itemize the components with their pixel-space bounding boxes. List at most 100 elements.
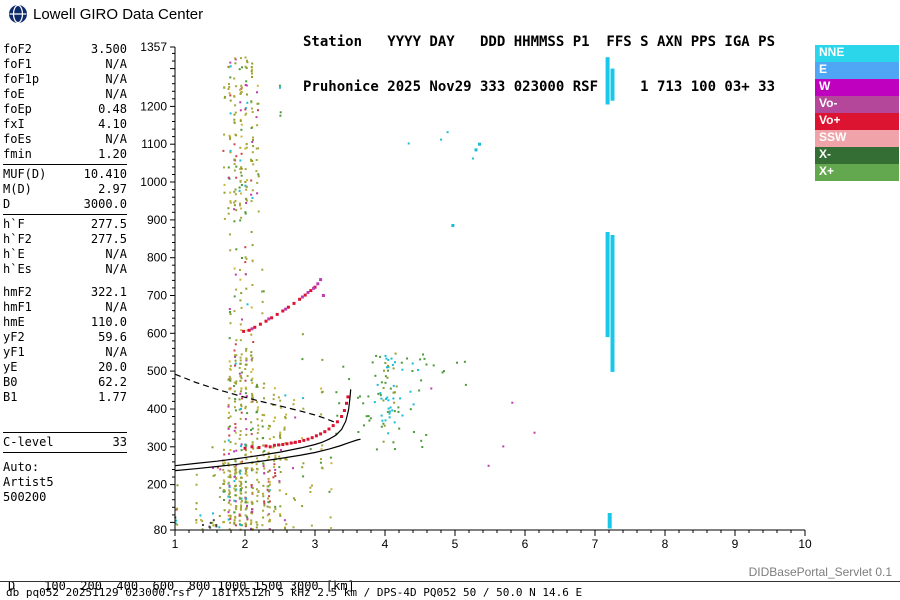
parameter-group: hmF2 322.1 hmF1 N/A hmE 110.0 yF2 59.6 yF1 N/A yE 2… xyxy=(3,285,127,405)
param-row-hme: hmE 110.0 xyxy=(3,315,127,330)
param-row-fof1: foF1 N/A xyxy=(3,57,127,72)
svg-text:1100: 1100 xyxy=(141,137,167,151)
svg-text:900: 900 xyxy=(147,213,167,227)
param-label: foF1p xyxy=(3,72,40,86)
param-label: foF2 xyxy=(3,42,32,56)
param-label: hmE xyxy=(3,315,25,329)
param-value: 62.2 xyxy=(98,375,127,389)
rfi-bars xyxy=(605,57,615,529)
legend-item-nne: NNE xyxy=(815,45,899,62)
param-value: 277.5 xyxy=(90,217,127,231)
auto-line: Artist5 xyxy=(3,475,54,489)
muf-table: D 100 200 400 600 800 1000 1500 3000 [km… xyxy=(8,551,362,600)
status-bar: db pq052 20251129 023000.rsf / 181fx512h… xyxy=(6,586,583,599)
param-value: 322.1 xyxy=(90,285,127,299)
param-value: 1.20 xyxy=(98,147,127,161)
param-value: 0.48 xyxy=(98,102,127,116)
param-label: yE xyxy=(3,360,18,374)
param-row-yf2: yF2 59.6 xyxy=(3,330,127,345)
param-value: 277.5 xyxy=(90,232,127,246)
param-value: N/A xyxy=(105,247,127,261)
param-row-clevel: C-level 33 xyxy=(3,435,127,450)
profile-lines xyxy=(174,373,361,472)
svg-text:1000: 1000 xyxy=(140,175,167,189)
param-value: 1.77 xyxy=(98,390,127,404)
param-value: 3.500 xyxy=(90,42,127,56)
param-label: h`Es xyxy=(3,262,32,276)
header-fields-row: Station YYYY DAY DDD HHMMSS P1 FFS S AXN… xyxy=(303,34,776,50)
svg-text:3: 3 xyxy=(312,537,319,550)
param-row-ye: yE 20.0 xyxy=(3,360,127,375)
legend-item-vo+: Vo+ xyxy=(815,113,899,130)
auto-scaler-block: Auto: Artist5 500200 xyxy=(3,460,127,505)
param-row-b1: B1 1.77 xyxy=(3,390,127,405)
echo-legend: NNE E W Vo- Vo+ SSW X- X+ xyxy=(815,45,899,181)
legend-item-w: W xyxy=(815,79,899,96)
param-value: N/A xyxy=(105,72,127,86)
auto-line: Auto: xyxy=(3,460,40,474)
param-row-b0: B0 62.2 xyxy=(3,375,127,390)
svg-text:1357: 1357 xyxy=(140,40,167,54)
param-label: MUF(D) xyxy=(3,167,47,181)
parameter-group: h`F 277.5 h`F2 277.5 h`E N/A h`Es N/A xyxy=(3,214,127,277)
legend-item-e: E xyxy=(815,62,899,79)
auto-line: 500200 xyxy=(3,490,47,504)
measurement-header: Station YYYY DAY DDD HHMMSS P1 FFS S AXN… xyxy=(303,5,775,125)
svg-text:500: 500 xyxy=(147,364,167,378)
param-value: 110.0 xyxy=(90,315,127,329)
param-label: h`F xyxy=(3,217,25,231)
param-value: N/A xyxy=(105,57,127,71)
param-row-mufd: MUF(D) 10.410 xyxy=(3,167,127,182)
param-row-fof1p: foF1p N/A xyxy=(3,72,127,87)
distance-row: D 100 200 400 600 800 1000 1500 3000 [km… xyxy=(8,579,355,593)
param-row-he: h`E N/A xyxy=(3,247,127,262)
legend-item-vo-: Vo- xyxy=(815,96,899,113)
param-label: foF1 xyxy=(3,57,32,71)
param-label: foEp xyxy=(3,102,32,116)
param-row-hf2: h`F2 277.5 xyxy=(3,232,127,247)
param-row-md: M(D) 2.97 xyxy=(3,182,127,197)
axes: 8020030040050060070080090010001100120013… xyxy=(140,40,812,550)
svg-text:800: 800 xyxy=(147,251,167,265)
param-value: 10.410 xyxy=(83,167,127,181)
svg-text:2: 2 xyxy=(242,537,249,550)
param-row-hes: h`Es N/A xyxy=(3,262,127,277)
svg-text:200: 200 xyxy=(147,478,167,492)
svg-text:6: 6 xyxy=(522,537,529,550)
param-value: 2.97 xyxy=(98,182,127,196)
param-value: 59.6 xyxy=(98,330,127,344)
param-row-fmin: fmin 1.20 xyxy=(3,147,127,162)
param-label: fxI xyxy=(3,117,25,131)
header-values-row: Pruhonice 2025 Nov29 333 023000 RSF 1 71… xyxy=(303,79,776,95)
svg-text:1: 1 xyxy=(172,537,179,550)
parameter-group: foF2 3.500 foF1 N/A foF1p N/A foE N/A foEp 0.48 fx… xyxy=(3,42,127,162)
legend-item-x+: X+ xyxy=(815,164,899,181)
svg-text:4: 4 xyxy=(382,537,389,550)
param-label: C-level xyxy=(3,435,54,449)
param-row-fof2: foF2 3.500 xyxy=(3,42,127,57)
param-row-hmf2: hmF2 322.1 xyxy=(3,285,127,300)
param-label: B0 xyxy=(3,375,18,389)
param-label: D xyxy=(3,197,11,211)
parameter-group: C-level 33 xyxy=(3,432,127,453)
param-label: foE xyxy=(3,87,25,101)
brand: Lowell GIRO Data Center xyxy=(8,4,203,24)
svg-text:1200: 1200 xyxy=(140,99,167,113)
echo-traces xyxy=(242,142,481,450)
svg-text:600: 600 xyxy=(147,326,167,340)
param-label: foEs xyxy=(3,132,32,146)
svg-text:700: 700 xyxy=(147,289,167,303)
param-value: N/A xyxy=(105,345,127,359)
param-label: yF2 xyxy=(3,330,25,344)
param-value: N/A xyxy=(105,132,127,146)
param-label: fmin xyxy=(3,147,32,161)
param-row-yf1: yF1 N/A xyxy=(3,345,127,360)
svg-text:80: 80 xyxy=(154,523,168,537)
param-value: 3000.0 xyxy=(83,197,127,211)
brand-title: Lowell GIRO Data Center xyxy=(33,5,204,23)
param-value: 20.0 xyxy=(98,360,127,374)
servlet-version: DIDBasePortal_Servlet 0.1 xyxy=(748,565,892,579)
svg-text:8: 8 xyxy=(662,537,669,550)
legend-item-x-: X- xyxy=(815,147,899,164)
